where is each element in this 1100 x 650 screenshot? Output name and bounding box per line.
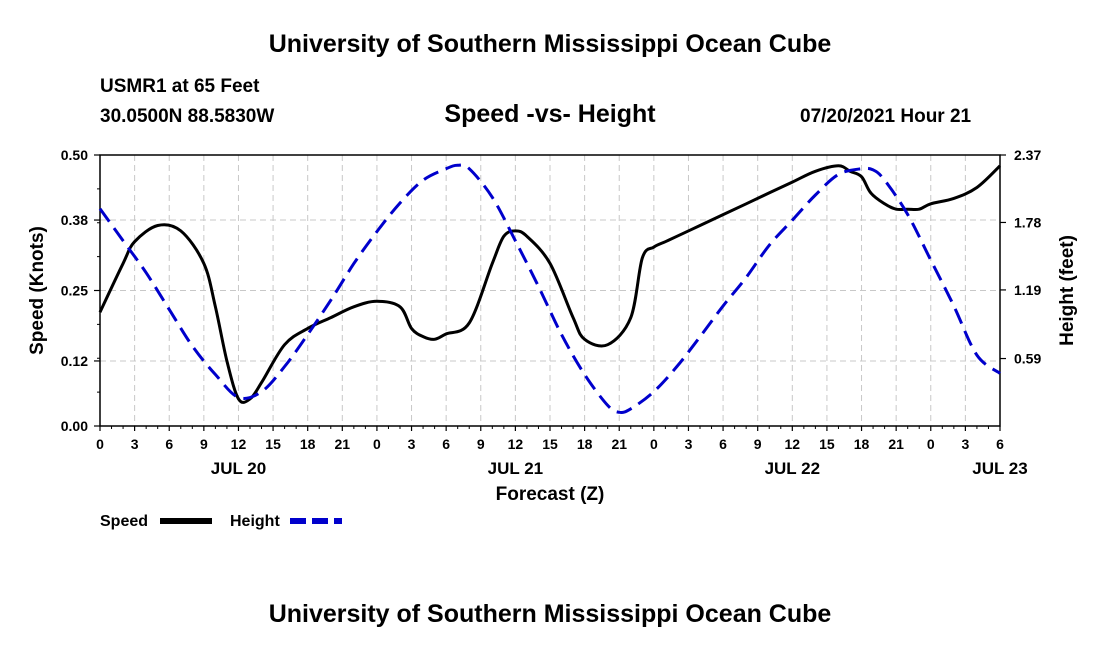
x-tick-label: 3 xyxy=(961,436,969,452)
x-tick-label: 15 xyxy=(819,436,835,452)
x-tick-label: 0 xyxy=(927,436,935,452)
x-tick-label: 12 xyxy=(231,436,247,452)
x-tick-label: 6 xyxy=(996,436,1004,452)
date-label: JUL 20 xyxy=(211,459,266,478)
y-right-tick-label: 0.59 xyxy=(1014,351,1041,367)
y-right-tick-label: 1.78 xyxy=(1014,214,1041,230)
x-tick-label: 9 xyxy=(477,436,485,452)
chart-subtitle: Speed -vs- Height xyxy=(444,100,656,128)
chart-title: University of Southern Mississippi Ocean… xyxy=(268,30,832,58)
y-left-tick-label: 0.25 xyxy=(61,283,88,299)
x-tick-label: 0 xyxy=(650,436,658,452)
x-tick-label: 6 xyxy=(442,436,450,452)
y-left-axis-title: Speed (Knots) xyxy=(27,226,48,355)
date-label: JUL 23 xyxy=(972,459,1027,478)
y-right-tick-label: 2.37 xyxy=(1014,147,1041,163)
x-tick-label: 15 xyxy=(265,436,281,452)
x-tick-label: 12 xyxy=(508,436,524,452)
x-tick-label: 3 xyxy=(408,436,416,452)
x-tick-label: 6 xyxy=(165,436,173,452)
y-right-axis-title: Height (feet) xyxy=(1057,235,1078,346)
y-left-tick-label: 0.50 xyxy=(61,147,88,163)
x-tick-label: 0 xyxy=(373,436,381,452)
x-tick-label: 0 xyxy=(96,436,104,452)
x-tick-label: 21 xyxy=(611,436,627,452)
x-tick-label: 9 xyxy=(754,436,762,452)
y-right-tick-label: 1.19 xyxy=(1014,282,1041,298)
forecast-datetime: 07/20/2021 Hour 21 xyxy=(800,106,972,127)
y-left-tick-label: 0.38 xyxy=(61,212,88,228)
x-tick-label: 18 xyxy=(300,436,316,452)
footer-title: University of Southern Mississippi Ocean… xyxy=(268,600,832,628)
speed-series-line xyxy=(98,164,1002,404)
date-label: JUL 21 xyxy=(488,459,543,478)
x-tick-label: 3 xyxy=(685,436,693,452)
x-tick-label: 9 xyxy=(200,436,208,452)
x-tick-label: 6 xyxy=(719,436,727,452)
station-label: USMR1 at 65 Feet xyxy=(100,76,260,97)
legend-label-height: Height xyxy=(230,513,280,530)
y-left-tick-label: 0.12 xyxy=(61,353,88,369)
x-tick-label: 21 xyxy=(888,436,904,452)
x-tick-label: 3 xyxy=(131,436,139,452)
x-tick-label: 12 xyxy=(785,436,801,452)
legend-label-speed: Speed xyxy=(100,513,148,530)
date-label: JUL 22 xyxy=(765,459,820,478)
x-tick-label: 21 xyxy=(335,436,351,452)
coordinates-label: 30.0500N 88.5830W xyxy=(100,106,275,127)
x-tick-label: 18 xyxy=(577,436,593,452)
x-tick-label: 18 xyxy=(854,436,870,452)
x-tick-label: 15 xyxy=(542,436,558,452)
x-axis-title: Forecast (Z) xyxy=(496,484,605,505)
y-left-tick-label: 0.00 xyxy=(61,418,88,434)
